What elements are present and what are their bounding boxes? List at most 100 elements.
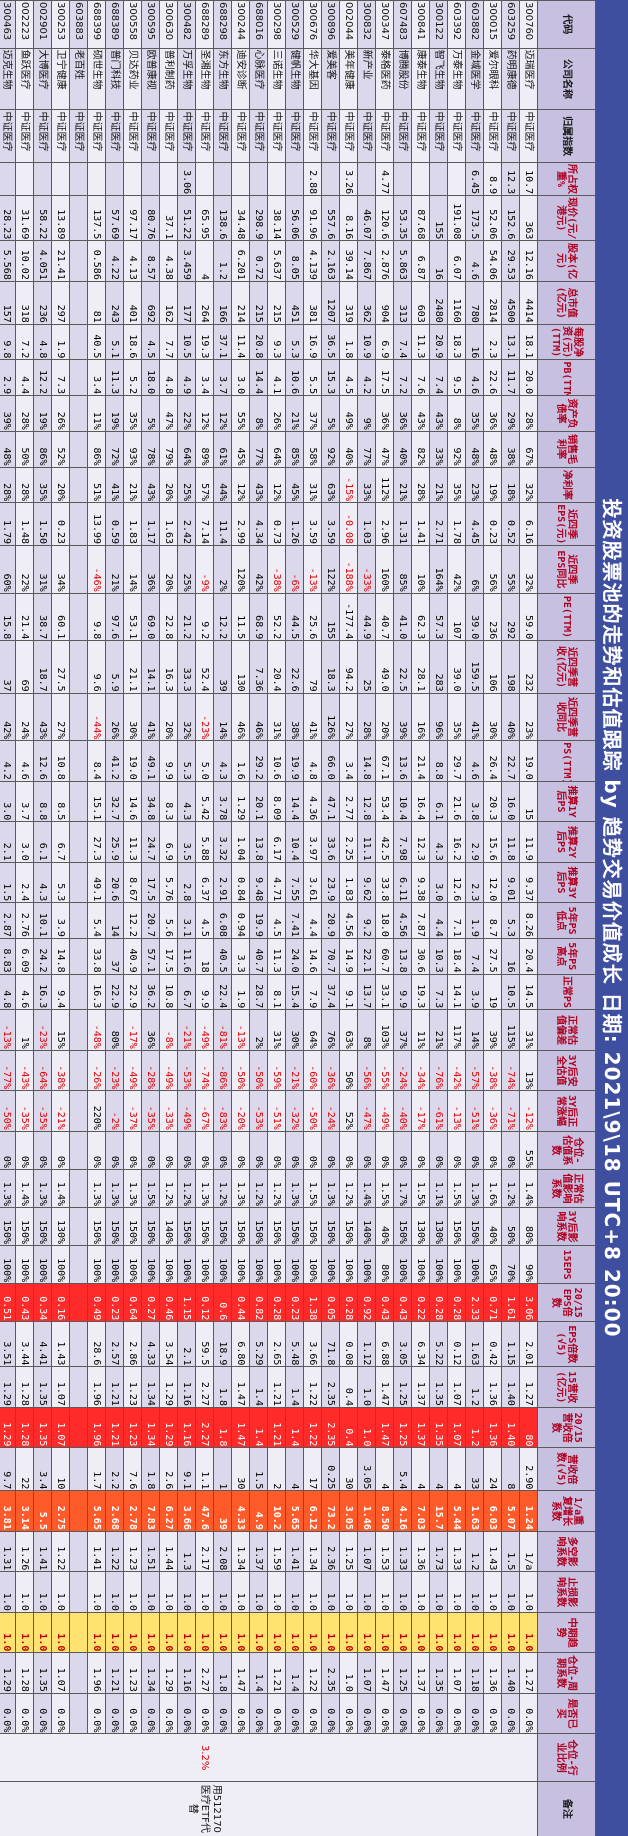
table-row[interactable]: 300595 欧普康视 中证医疗 80.76 8.57 692 4.5 18.0 5% 78% 43… — [141, 0, 160, 1836]
table-cell: 14.6 — [303, 938, 322, 975]
table-cell: 8.83 — [0, 938, 16, 975]
table-cell: 97.17 — [123, 195, 142, 241]
table-row[interactable]: 300482 万孚生物 中证医疗 3.06 51.22 3.459 177 10.5 4.9 22… — [177, 0, 196, 1836]
table-cell: 0.4 — [339, 1366, 358, 1408]
table-row[interactable]: 002223 鱼跃医疗 中证医疗 31.69 10.02 318 7.2 4.4 28% 50% 2… — [15, 0, 34, 1836]
table-row[interactable]: 002044 美年健康 中证医疗 3.26 8.16 39.14 319 1.8 4.5 49% 4… — [339, 0, 358, 1836]
table-cell: 1.1% — [429, 1169, 448, 1208]
table-cell: 6.87 — [411, 240, 430, 282]
table-row[interactable]: 607483 博腾股份 中证医疗 53.35 5.863 313 7.4 7.2 36% 40% 2… — [393, 0, 412, 1836]
table-cell — [69, 1652, 88, 1694]
table-cell: 150% — [285, 1207, 304, 1246]
table-row[interactable]: 688389 普门科技 中证医疗 57.69 4.22 243 5.1 11.3 19% 72% 4… — [105, 0, 124, 1836]
table-cell — [33, 162, 52, 196]
table-row[interactable]: 603392 万泰生物 中证医疗 191.08 6.07 1160 18.3 9.5 8% 92%… — [447, 0, 466, 1836]
table-row[interactable]: 603883 老百姓 中证医疗 — [69, 0, 88, 1836]
table-row[interactable]: 688016 心脉医疗 中证医疗 298.9 0.72 215 20.8 14.4 8% 77% 4… — [249, 0, 268, 1836]
table-row[interactable]: 603882 金域医学 中证医疗 6.45 173.5 4.6 780 16 4.6 35% 48%… — [465, 0, 484, 1836]
table-cell: -76% — [429, 1050, 448, 1091]
column-header: 推算2Y后PS — [537, 821, 596, 863]
stock-name: 大博医疗 — [33, 48, 52, 110]
table-row[interactable]: 300896 爱美客 中证医疗 557.6 2.163 1207 36.5 15.3 5% 92%… — [321, 0, 340, 1836]
table-cell: 130 — [231, 640, 250, 694]
table-cell: 1.37 — [249, 1531, 268, 1572]
table-cell: 1.43 — [51, 1321, 70, 1367]
table-cell: 17.5 — [141, 862, 160, 903]
table-row[interactable]: 688399 硕世生物 中证医疗 137.5 0.586 81 40.5 3.4 11% 86% 5… — [87, 0, 106, 1836]
table-cell: -24% — [393, 1050, 412, 1091]
table-cell: 14 — [105, 902, 124, 939]
table-row[interactable]: 300630 普利制药 中证医疗 37.1 4.38 162 7.7 4.8 47% 79% 20%… — [159, 0, 178, 1836]
table-row[interactable]: 300529 健帆生物 中证医疗 56.06 8.05 451 5.3 10.6 21% 85% 4… — [285, 0, 304, 1836]
table-cell — [69, 1693, 88, 1734]
table-cell: -23% — [33, 1009, 52, 1051]
table-cell: 31% — [267, 1009, 286, 1051]
table-cell: -48% — [87, 1009, 106, 1051]
table-row[interactable]: 300244 迪安诊断 中证医疗 34.48 6.201 214 11.4 3.0 55% 45%… — [231, 0, 250, 1836]
table-row[interactable]: 300015 爱尔眼科 中证医疗 8.9 52.06 54.06 2814 2.3 22.6 36… — [483, 0, 502, 1836]
table-cell: 7.55 — [285, 862, 304, 903]
table-cell: 39 — [213, 640, 232, 694]
table-cell: 0.0% — [393, 1693, 412, 1734]
table-cell — [267, 162, 286, 196]
table-cell: 29.7 — [447, 740, 466, 782]
table-cell — [69, 1090, 88, 1132]
table-cell: 64% — [177, 431, 196, 467]
table-cell: 28% — [519, 395, 538, 432]
table-cell — [69, 862, 88, 903]
table-cell: 4 — [411, 1447, 430, 1491]
stock-code: 002223 — [15, 0, 34, 49]
table-cell: 33.1 — [375, 974, 394, 1010]
table-row[interactable]: 300122 智飞生物 中证医疗 155 16 2480 20.9 7.4 43% 33% 21% 2… — [429, 0, 448, 1836]
table-cell: 中证医疗 — [231, 109, 250, 163]
table-row[interactable]: 300832 新产业 中证医疗 46.07 7.867 362 10.9 4.2 9% 77% 33… — [357, 0, 376, 1836]
table-cell: 1.0 — [195, 1612, 214, 1653]
table-row[interactable]: 300760 迈瑞医疗 中证医疗 10.7 363 12.16 4414 18.1 20.0 28… — [0, 0, 538, 1836]
stock-code: 300832 — [357, 0, 376, 49]
table-cell: 16.3 — [87, 974, 106, 1010]
table-cell: -50% — [231, 1050, 250, 1091]
table-cell: 20.4 — [519, 938, 538, 975]
table-cell: 79 — [303, 640, 322, 694]
table-cell: 4.8 — [159, 359, 178, 396]
table-cell: 2.33 — [465, 1283, 484, 1322]
table-row[interactable]: 300676 华大基因 中证医疗 2.88 91.96 4.139 381 16.9 5.5 37… — [303, 0, 322, 1836]
table-cell: 0% — [213, 1131, 232, 1170]
table-row[interactable]: 603259 药明康德 中证医疗 12.3 152.6 29.53 4500 13.1 11.7… — [501, 0, 520, 1836]
table-cell: 58.22 — [33, 195, 52, 241]
table-cell: 18.4 — [447, 938, 466, 975]
table-cell: 中证医疗 — [357, 109, 376, 163]
table-cell: 0.28 — [447, 1283, 466, 1322]
table-cell: 0% — [465, 1131, 484, 1170]
table-cell: 中证医疗 — [411, 109, 430, 163]
table-cell: 72% — [105, 431, 124, 467]
table-row[interactable]: 300463 迈克生物 中证医疗 28.23 5.568 157 9.8 2.9 39% 48% 2… — [0, 0, 16, 1836]
table-cell: 13.6 — [393, 740, 412, 782]
table-cell: 29% — [501, 395, 520, 432]
table-cell: 15% — [51, 1009, 70, 1051]
table-cell: 2.2 — [105, 1447, 124, 1491]
stock-code: 688399 — [87, 0, 106, 49]
table-row[interactable]: 300347 泰格医药 中证医疗 4.77 120.6 2.876 904 6.9 17.5 36… — [375, 0, 394, 1836]
table-cell: 1.73 — [429, 1531, 448, 1572]
table-cell: 76% — [321, 1009, 340, 1051]
table-row[interactable]: 300298 三诺生物 中证医疗 38.14 5.637 215 9.3 4.1 26% 64% 1… — [267, 0, 286, 1836]
table-cell: 18 — [195, 938, 214, 975]
table-cell: 1.4 — [249, 1652, 268, 1694]
table-cell: 0.52 — [501, 502, 520, 546]
table-cell: 18.0 — [141, 359, 160, 396]
table-row[interactable]: 300558 贝达药业 中证医疗 97.17 4.13 401 18.6 5.2 35% 93% 2… — [123, 0, 142, 1836]
table-cell: 100% — [141, 1245, 160, 1284]
stock-code: 300253 — [51, 0, 70, 49]
table-row[interactable]: 688289 圣湘生物 中证医疗 65.95 4 264 19.3 3.4 12% 89% 57% 7… — [195, 0, 214, 1836]
table-cell: 2.6 — [159, 1447, 178, 1491]
table-cell: 1.33 — [447, 1531, 466, 1572]
table-cell: 1.23 — [123, 1407, 142, 1448]
table-row[interactable]: 688298 东方生物 中证医疗 138.6 1.2 166 37.1 3.7 12% 61% 44… — [213, 0, 232, 1836]
table-cell: 22.8 — [159, 593, 178, 641]
table-row[interactable]: 300841 康泰生物 中证医疗 87.68 6.87 603 11.3 7.6 43% 82% 2… — [411, 0, 430, 1836]
table-cell: 117% — [447, 1009, 466, 1051]
table-row[interactable]: 300253 卫宁健康 中证医疗 13.89 21.41 297 1.9 7.3 26% 52% 2… — [51, 0, 70, 1836]
table-row[interactable]: 002901 大博医疗 中证医疗 58.22 4.051 236 4.8 12.2 19% 86%… — [33, 0, 52, 1836]
table-cell: 150% — [303, 1207, 322, 1246]
